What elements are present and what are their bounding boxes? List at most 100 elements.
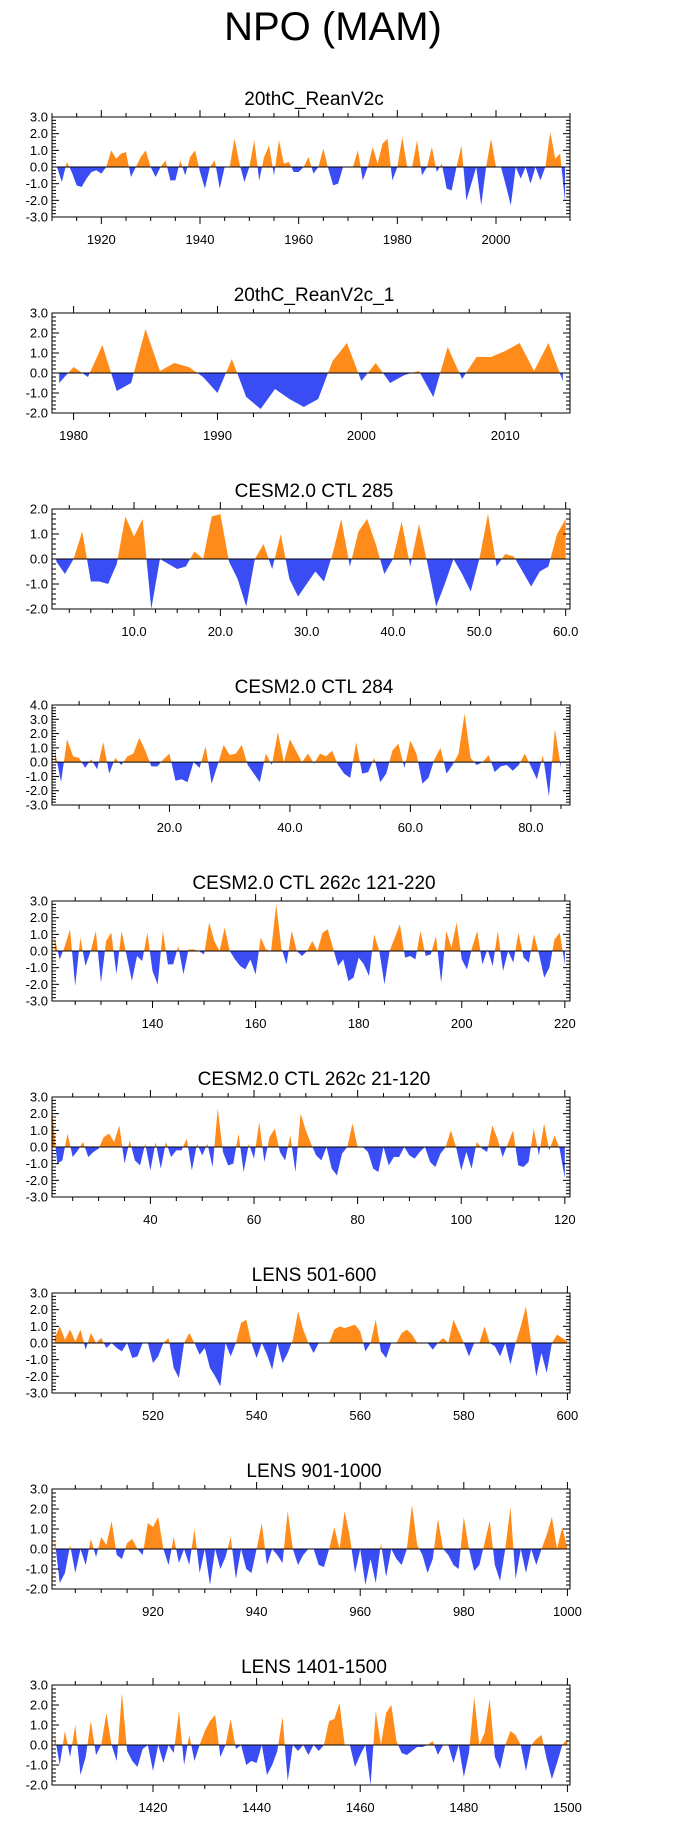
chart-panel: LENS 501-600 -3.0 -2.0 -1.00.0 1.0 2.03.0 520 5… xyxy=(26,1265,579,1423)
y-tick-label: -1.0 xyxy=(26,769,48,784)
x-tick-label: 1420 xyxy=(139,1800,168,1815)
y-tick-label: 3.0 xyxy=(30,1678,48,1693)
negative-anomaly-area xyxy=(54,951,565,986)
panel-title: CESM2.0 CTL 262c 121-220 xyxy=(192,873,435,894)
y-tick-label: 2.0 xyxy=(30,910,48,925)
x-tick-label: 920 xyxy=(142,1604,164,1619)
y-tick-label: -3.0 xyxy=(26,1386,48,1401)
chart-panel: 20thC_ReanV2c_1 -2.0 -1.0 0.0 1.0 2.0 3.0 1980 1… xyxy=(26,285,571,443)
y-tick-label: 2.0 xyxy=(30,726,48,741)
positive-anomaly-area xyxy=(54,1693,568,1745)
x-tick-label: 80 xyxy=(350,1212,364,1227)
y-tick-label: -3.0 xyxy=(26,994,48,1009)
y-tick-label: 1.0 xyxy=(30,1718,48,1733)
x-tick-label: 220 xyxy=(554,1016,576,1031)
y-tick-label: 3.0 xyxy=(30,1090,48,1105)
x-tick-label: 1500 xyxy=(553,1800,582,1815)
y-tick-label: 1.0 xyxy=(30,1123,48,1138)
y-tick-label: 2.0 xyxy=(30,326,48,341)
y-tick-label: -2.0 xyxy=(26,1582,48,1597)
y-tick-label: 0.0 xyxy=(30,552,48,567)
y-tick-label: 1.0 xyxy=(30,1522,48,1537)
y-tick-label: -2.0 xyxy=(26,1369,48,1384)
y-tick-label: -1.0 xyxy=(26,176,48,191)
x-tick-label: 2010 xyxy=(491,428,520,443)
y-tick-label: 2.0 xyxy=(30,1698,48,1713)
positive-anomaly-area xyxy=(55,713,561,763)
negative-anomaly-area xyxy=(52,1147,565,1179)
x-tick-label: 1440 xyxy=(242,1800,271,1815)
x-tick-label: 1460 xyxy=(346,1800,375,1815)
y-tick-label: 1.0 xyxy=(30,346,48,361)
chart-panel: CESM2.0 CTL 285 -2.0 -1.0 0.0 1.0 2.0 10.0 20.0… xyxy=(26,481,579,639)
x-tick-label: 1980 xyxy=(59,428,88,443)
positive-anomaly-area xyxy=(54,1505,568,1549)
plot-frame xyxy=(51,312,571,414)
y-tick-label: -1.0 xyxy=(26,1758,48,1773)
y-tick-label: 2.0 xyxy=(30,126,48,141)
y-tick-label: 3.0 xyxy=(30,306,48,321)
panel-title: CESM2.0 CTL 262c 21-120 xyxy=(198,1069,431,1090)
x-tick-label: 2000 xyxy=(347,428,376,443)
x-tick-label: 30.0 xyxy=(294,624,319,639)
x-tick-label: 20.0 xyxy=(208,624,233,639)
y-tick-label: -2.0 xyxy=(26,977,48,992)
y-tick-label: 1.0 xyxy=(30,143,48,158)
chart-panel: LENS 901-1000 -2.0 -1.0 0.0 1.0 2.0 3.0 920 940 9… xyxy=(26,1461,582,1619)
x-tick-label: 140 xyxy=(142,1016,164,1031)
x-tick-label: 1940 xyxy=(186,232,215,247)
x-tick-label: 1000 xyxy=(553,1604,582,1619)
plot-frame xyxy=(51,1684,571,1786)
x-tick-label: 1920 xyxy=(87,232,116,247)
positive-anomaly-area xyxy=(59,329,563,373)
x-tick-label: 10.0 xyxy=(121,624,146,639)
chart-panel: CESM2.0 CTL 262c 121-220 -3.0 -2.0 -1.00.0 1… xyxy=(26,873,576,1031)
x-tick-label: 20.0 xyxy=(157,820,182,835)
plot-frame xyxy=(51,704,571,806)
positive-anomaly-area xyxy=(52,1108,565,1147)
x-tick-label: 1980 xyxy=(383,232,412,247)
x-tick-label: 40.0 xyxy=(380,624,405,639)
x-tick-label: 160 xyxy=(245,1016,267,1031)
y-tick-label: -1.0 xyxy=(26,1562,48,1577)
x-tick-label: 960 xyxy=(349,1604,371,1619)
x-tick-label: 1990 xyxy=(203,428,232,443)
x-tick-label: 60 xyxy=(247,1212,261,1227)
panel-title: LENS 501-600 xyxy=(252,1265,377,1286)
plot-frame xyxy=(51,1488,571,1590)
panels: 20thC_ReanV2c-3.0-2.0-1.00.01.02.03.0192… xyxy=(26,89,582,1815)
y-tick-label: 0.0 xyxy=(30,1140,48,1155)
panel-title: 20thC_ReanV2c_1 xyxy=(234,285,395,306)
panel-title: CESM2.0 CTL 285 xyxy=(235,481,394,502)
negative-anomaly-area xyxy=(56,559,566,609)
y-tick-label: 3.0 xyxy=(30,1482,48,1497)
negative-anomaly-area xyxy=(59,373,563,409)
x-tick-label: 980 xyxy=(453,1604,475,1619)
y-tick-label: -3.0 xyxy=(26,1190,48,1205)
x-tick-label: 1960 xyxy=(284,232,313,247)
x-tick-label: 180 xyxy=(348,1016,370,1031)
y-tick-label: 2.0 xyxy=(30,1502,48,1517)
y-tick-label: -1.0 xyxy=(26,960,48,975)
x-tick-label: 40 xyxy=(143,1212,157,1227)
y-tick-label: 3.0 xyxy=(30,894,48,909)
x-tick-label: 940 xyxy=(246,1604,268,1619)
x-tick-label: 540 xyxy=(246,1408,268,1423)
x-tick-label: 120 xyxy=(554,1212,576,1227)
x-tick-label: 560 xyxy=(349,1408,371,1423)
x-tick-label: 50.0 xyxy=(467,624,492,639)
x-tick-label: 600 xyxy=(557,1408,579,1423)
negative-anomaly-area xyxy=(54,1343,568,1387)
y-tick-label: 1.0 xyxy=(30,927,48,942)
y-tick-label: 1.0 xyxy=(30,740,48,755)
chart-panel: CESM2.0 CTL 262c 21-120 -3.0 -2.0 -1.00.0 1.… xyxy=(26,1069,576,1227)
y-tick-label: -3.0 xyxy=(26,210,48,225)
y-tick-label: -2.0 xyxy=(26,1173,48,1188)
y-tick-label: -2.0 xyxy=(26,783,48,798)
panel-title: LENS 1401-1500 xyxy=(241,1657,387,1678)
y-tick-label: 1.0 xyxy=(30,1319,48,1334)
x-tick-label: 200 xyxy=(451,1016,473,1031)
y-tick-label: 2.0 xyxy=(30,502,48,517)
y-tick-label: 2.0 xyxy=(30,1302,48,1317)
